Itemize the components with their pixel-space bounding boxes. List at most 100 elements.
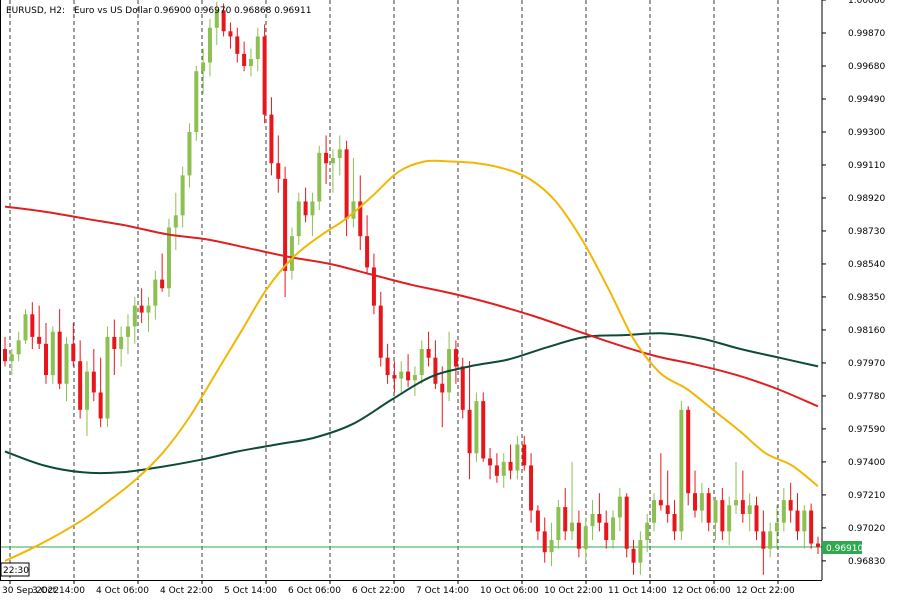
candle-body [734,500,739,506]
candle [84,361,89,436]
candle [337,135,342,176]
candle [289,227,294,280]
candle-body [23,314,28,341]
candle [3,336,7,367]
candle [139,288,144,323]
candle-body [727,505,732,532]
candle-body [419,349,424,376]
candle-body [453,349,458,367]
candle-body [624,496,629,549]
y-tick-label: 0.97020 [848,524,885,534]
candle [119,326,124,367]
candle-body [747,505,752,515]
y-tick-label: 0.99110 [848,161,885,171]
candle [816,536,820,554]
candle-body [768,531,773,549]
candle [248,48,253,77]
y-tick-label: 0.99680 [848,62,885,72]
candle-body [207,27,212,63]
ma-mid-line [4,205,819,408]
y-tick-label: 0.97970 [848,359,885,369]
candle [166,218,171,297]
candle-body [310,201,315,216]
candle-body [78,361,83,410]
y-tick-label: 0.97400 [848,458,885,468]
current-price-tag: 0.96910 [822,541,863,555]
candle-body [501,461,506,476]
candle-body [283,178,288,271]
candle [406,354,411,388]
candles[interactable] [3,1,820,575]
candle [754,496,759,541]
candle [761,510,766,575]
candle [768,522,773,558]
candle [283,166,288,297]
chart-frame [0,0,823,581]
candle-body [529,465,534,511]
candle [71,322,76,367]
candle [180,166,185,228]
candle [296,192,301,245]
candle [740,470,745,523]
candle-body [371,267,376,306]
candle-body [426,349,431,358]
candle-body [303,201,308,216]
candle-body [488,458,493,466]
candle [160,253,165,292]
candle-body [686,409,691,494]
candle [255,27,260,72]
candle [317,145,322,211]
candle [645,514,650,553]
y-tick-label: 0.98920 [848,194,885,204]
candle-body [50,331,55,376]
candle-body [392,375,397,379]
candle-body [611,517,616,541]
candle [242,41,247,72]
candle-body [720,500,725,532]
candle [727,496,732,546]
y-tick-label: 0.98160 [848,326,885,336]
candle [686,406,691,506]
candle-body [658,500,663,506]
candle [173,192,178,251]
y-tick-label: 0.99870 [848,29,885,39]
ma-fast-line [4,159,819,562]
candle-body [672,514,677,532]
candle [515,435,520,480]
candle [378,291,383,367]
candle-body [71,343,76,362]
y-tick-label: 0.97780 [848,392,885,402]
candle [734,461,739,515]
candle-body [706,493,711,523]
candle [720,487,725,541]
candle [549,522,554,567]
candle [125,314,130,355]
candle-body [378,305,383,358]
candle-body [43,343,48,376]
candle [324,135,329,185]
candle-body [317,152,322,202]
candle-body [535,510,540,532]
price-axis: 1.00060 0.99870 0.99680 0.99490 0.99300 0.991… [822,0,885,567]
candle [611,510,616,549]
candle [105,326,110,428]
candle-body [214,10,219,28]
candle-body [194,71,199,132]
candle-body [235,36,240,54]
candle [23,309,28,344]
candle [303,187,308,223]
candle-body [679,409,684,532]
candle [604,510,609,549]
candle [542,517,547,563]
candle [775,505,780,549]
candle [78,340,83,419]
candle-body [467,409,472,454]
candle-body [296,201,301,237]
candle [672,500,677,541]
candle [453,340,458,384]
x-tick-label: 11 Oct 14:00 [608,586,667,596]
candle [30,302,35,350]
candle-body [494,465,499,476]
candle-body [365,236,370,268]
